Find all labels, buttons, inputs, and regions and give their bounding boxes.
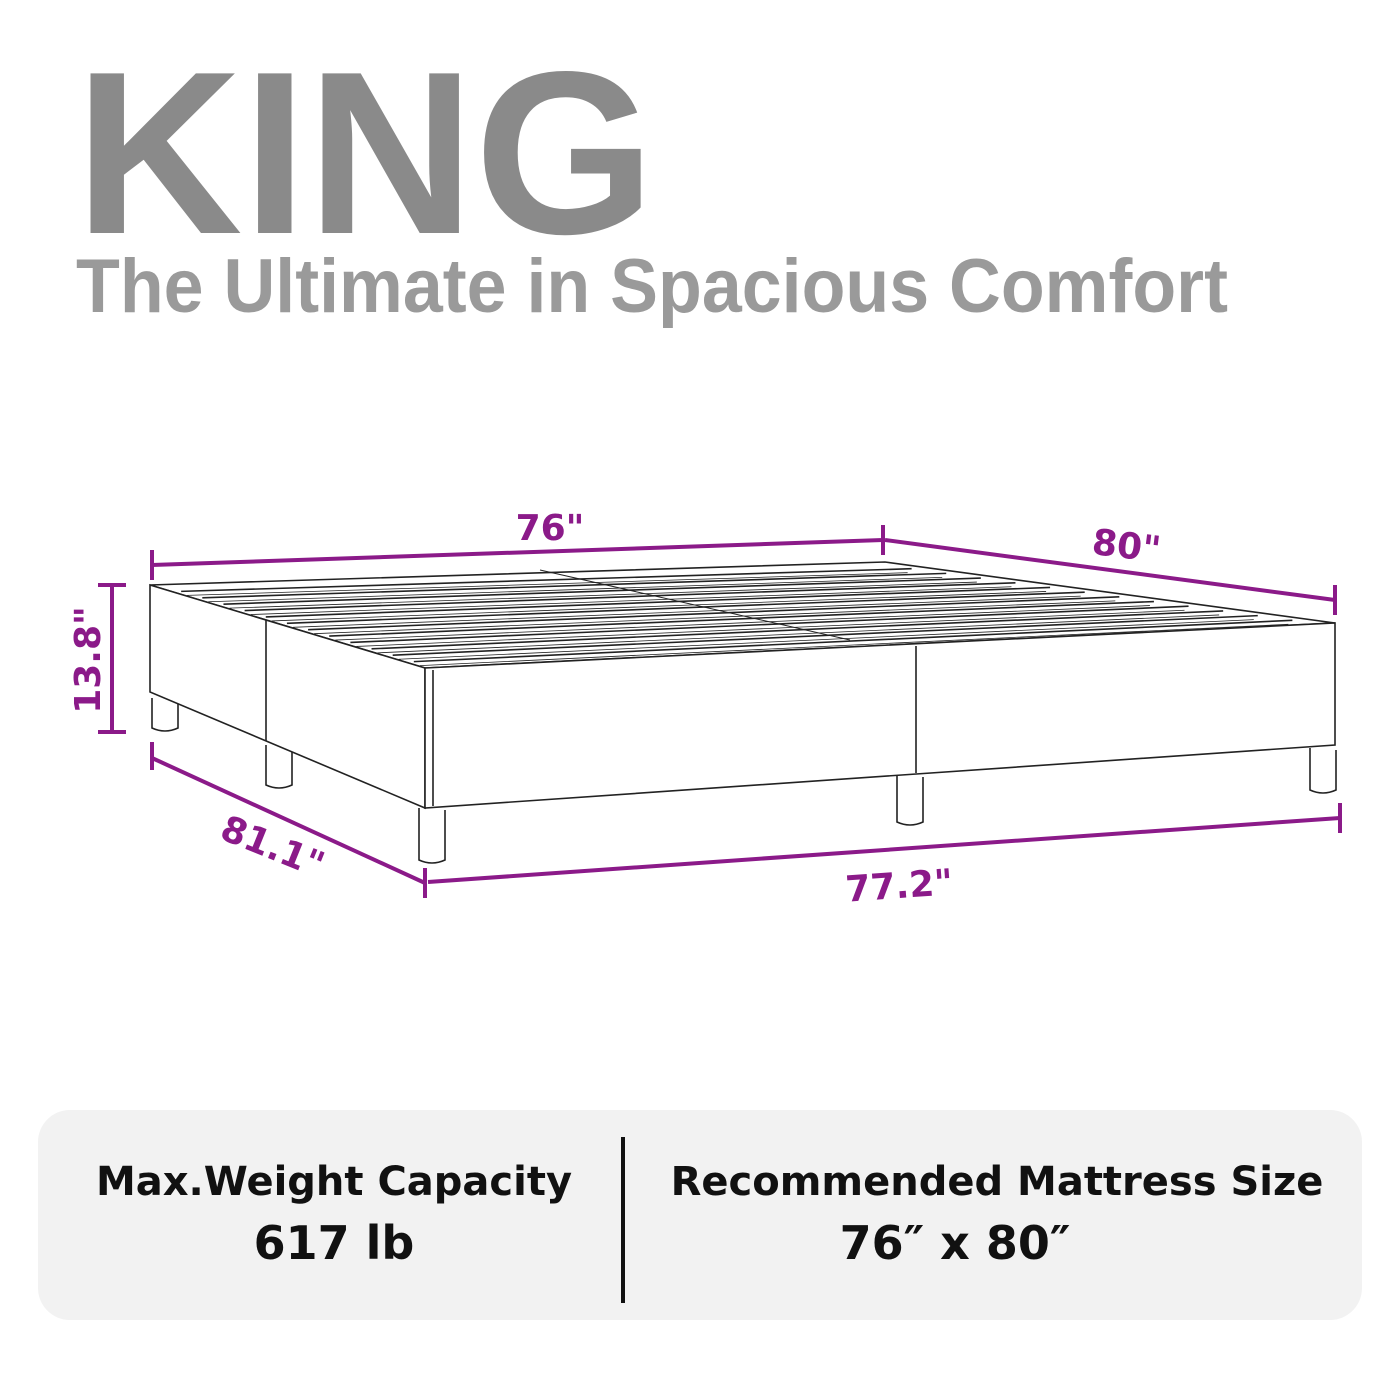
specs-panel: [38, 1110, 1362, 1320]
slat: [371, 610, 1224, 650]
dimension-height: 13.8": [68, 606, 109, 714]
center-rail: [539, 569, 851, 641]
dimension-bottom-length: 81.1": [215, 808, 330, 886]
slat-edge: [229, 581, 977, 609]
subtitle: The Ultimate in Spacious Comfort: [76, 244, 1228, 329]
dimension-bottom-width: 77.2": [844, 862, 954, 910]
dimension-lines: [98, 525, 1342, 898]
bed-frame-drawing: [149, 561, 1337, 864]
slat-edge: [419, 623, 1289, 667]
front-panel: [424, 622, 1336, 809]
slat: [181, 567, 912, 593]
weight-capacity-value: 617 lb: [254, 1216, 415, 1270]
slat: [244, 581, 1016, 612]
slat: [413, 619, 1293, 663]
slat: [223, 577, 981, 605]
dimension-top-width: 76": [516, 508, 585, 549]
slat-edge: [356, 609, 1185, 647]
slat-edge: [187, 572, 908, 596]
slat: [392, 614, 1258, 657]
leg: [418, 808, 446, 864]
slat-edge: [271, 591, 1047, 622]
slat: [329, 600, 1154, 637]
mattress-size-label: Recommended Mattress Size: [671, 1159, 1324, 1205]
slat: [308, 596, 1120, 631]
weight-capacity-label: Max.Weight Capacity: [96, 1159, 572, 1205]
size-title: KING: [75, 24, 655, 283]
slat-edge: [208, 576, 943, 603]
slat-edge: [292, 595, 1081, 628]
slat: [265, 586, 1051, 618]
slat-edge: [250, 586, 1012, 615]
slat-edge: [314, 600, 1116, 635]
leg: [151, 698, 179, 732]
leg: [1309, 748, 1337, 794]
slat-edge: [398, 619, 1254, 660]
dimension-top-length: 80": [1090, 522, 1163, 571]
slat: [202, 572, 947, 599]
slat: [286, 591, 1085, 625]
mattress-size-value: 76″ x 80″: [840, 1216, 1071, 1270]
slat-edge: [335, 605, 1150, 641]
leg: [896, 775, 924, 826]
slat: [350, 605, 1189, 644]
leg: [265, 745, 293, 789]
slat-edge: [377, 614, 1220, 654]
